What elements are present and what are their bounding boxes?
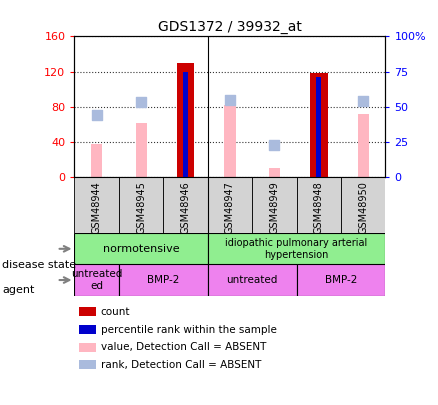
Text: GSM48949: GSM48949 [269, 181, 279, 234]
Point [226, 96, 233, 103]
Bar [163, 177, 208, 233]
Text: agent: agent [2, 286, 35, 295]
Bar [119, 264, 208, 296]
Bar [252, 177, 297, 233]
Bar [208, 233, 385, 264]
Bar [208, 177, 252, 233]
Bar [74, 264, 119, 296]
Bar [74, 177, 119, 233]
Text: GSM48944: GSM48944 [92, 181, 102, 234]
Bar [297, 264, 385, 296]
Bar [269, 168, 280, 177]
Text: untreated: untreated [226, 275, 278, 285]
Text: BMP-2: BMP-2 [147, 275, 180, 285]
Bar [208, 264, 297, 296]
Text: BMP-2: BMP-2 [325, 275, 357, 285]
Bar [135, 123, 147, 177]
Bar [91, 144, 102, 177]
Text: GSM48948: GSM48948 [314, 181, 324, 234]
Bar [310, 73, 328, 177]
Text: rank, Detection Call = ABSENT: rank, Detection Call = ABSENT [101, 360, 261, 370]
Bar [177, 63, 194, 177]
Text: value, Detection Call = ABSENT: value, Detection Call = ABSENT [101, 343, 266, 352]
Point [360, 98, 367, 104]
Text: count: count [101, 307, 130, 317]
Title: GDS1372 / 39932_at: GDS1372 / 39932_at [158, 20, 302, 34]
Text: GSM48946: GSM48946 [180, 181, 191, 234]
Bar [224, 105, 236, 177]
Bar [119, 177, 163, 233]
Text: disease state: disease state [2, 260, 76, 270]
Point [93, 112, 100, 118]
Bar [74, 233, 208, 264]
Point [138, 99, 145, 106]
Text: GSM48947: GSM48947 [225, 181, 235, 234]
Bar [297, 177, 341, 233]
Text: idiopathic pulmonary arterial
hypertension: idiopathic pulmonary arterial hypertensi… [226, 238, 368, 260]
Bar [316, 77, 321, 177]
Bar [358, 114, 369, 177]
Text: percentile rank within the sample: percentile rank within the sample [101, 325, 277, 335]
Bar [341, 177, 385, 233]
Text: GSM48950: GSM48950 [358, 181, 368, 234]
Text: normotensive: normotensive [103, 244, 180, 254]
Point [271, 141, 278, 148]
Text: untreated
ed: untreated ed [71, 269, 122, 291]
Text: GSM48945: GSM48945 [136, 181, 146, 234]
Bar [183, 72, 188, 177]
